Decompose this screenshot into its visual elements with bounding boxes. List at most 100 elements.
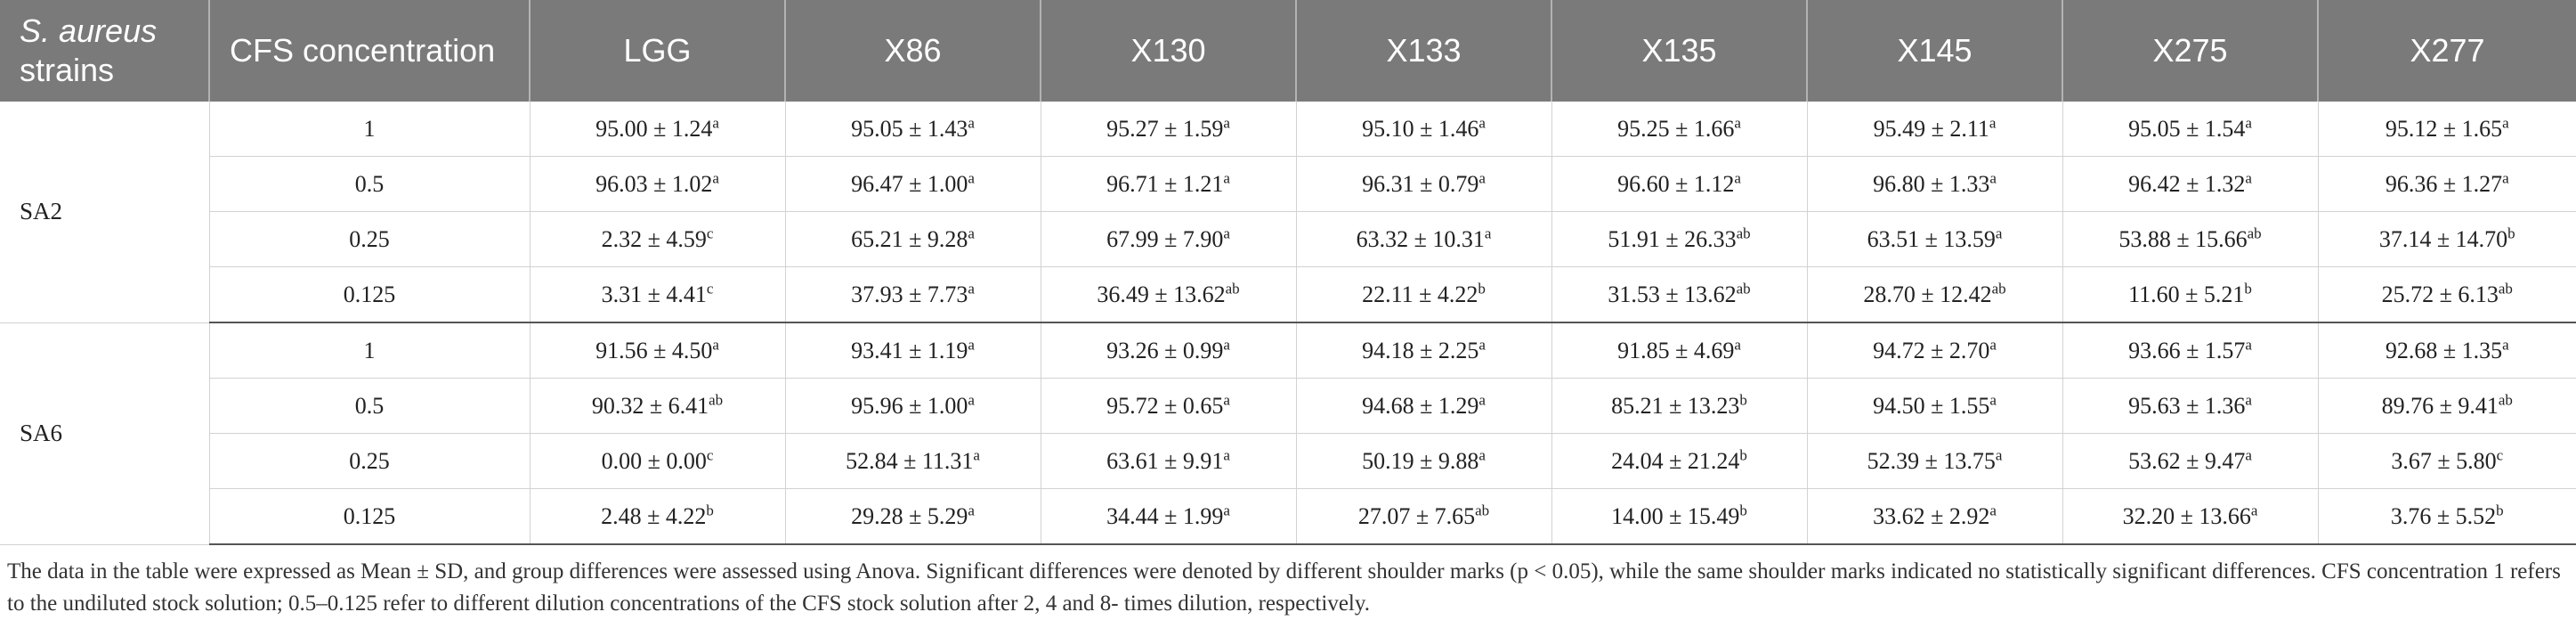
table-row: 0.125 2.48 ± 4.22b 29.28 ± 5.29a 34.44 ± 1.… [0,488,2576,545]
mean-sd-value: 11.60 ± 5.21 [2128,281,2245,307]
significance-mark: b [1739,501,1747,518]
significance-mark: a [1223,168,1230,186]
mean-sd-value: 2.48 ± 4.22 [601,502,707,529]
value-cell: 3.31 ± 4.41c [530,266,786,323]
value-cell: 94.72 ± 2.70a [1807,322,2063,379]
mean-sd-value: 67.99 ± 7.90 [1106,225,1224,252]
value-cell: 95.10 ± 1.46a [1296,102,1552,157]
value-cell: 63.32 ± 10.31a [1296,211,1552,267]
mean-sd-value: 85.21 ± 13.23 [1611,392,1740,419]
concentration-cell: 0.5 [209,378,531,434]
value-cell: 91.85 ± 4.69a [1551,322,1808,379]
mean-sd-value: 63.51 ± 13.59 [1867,225,1996,252]
significance-mark: a [1223,390,1230,408]
significance-mark: c [706,445,714,463]
mean-sd-value: 50.19 ± 9.88 [1362,447,1479,474]
mean-sd-value: 95.10 ± 1.46 [1362,115,1479,142]
value-cell: 95.63 ± 1.36a [2062,378,2319,434]
value-cell: 37.14 ± 14.70b [2318,211,2576,267]
significance-mark: b [2507,224,2515,241]
strain-cell: SA2 [0,102,210,323]
mean-sd-value: 25.72 ± 6.13 [2381,281,2499,307]
mean-sd-value: 96.42 ± 1.32 [2128,170,2246,197]
mean-sd-value: 95.27 ± 1.59 [1106,115,1224,142]
significance-mark: a [2245,445,2252,463]
value-cell: 24.04 ± 21.24b [1551,433,1808,489]
value-cell: 53.62 ± 9.47a [2062,433,2319,489]
value-cell: 0.00 ± 0.00c [530,433,786,489]
mean-sd-value: 92.68 ± 1.35 [2385,337,2503,363]
value-cell: 95.96 ± 1.00a [785,378,1041,434]
significance-mark: a [973,445,980,463]
significance-mark: b [1478,279,1486,297]
significance-mark: a [2245,390,2252,408]
significance-mark: a [1223,224,1230,241]
value-cell: 52.39 ± 13.75a [1807,433,2063,489]
table-row: SA6 1 91.56 ± 4.50a 93.41 ± 1.19a 93.26 ± 0.… [0,322,2576,545]
value-cell: 93.26 ± 0.99a [1041,322,1297,379]
value-cell: 95.72 ± 0.65a [1041,378,1297,434]
mean-sd-value: 95.49 ± 2.11 [1873,115,1989,142]
table-footnote: The data in the table were expressed as … [7,559,2561,616]
value-cell: 25.72 ± 6.13ab [2318,266,2576,323]
table-row: 0.5 96.03 ± 1.02a 96.47 ± 1.00a 96.71 ± 1.2… [0,156,2576,212]
concentration-cell: 0.125 [209,266,531,323]
significance-mark: a [712,168,719,186]
mean-sd-value: 0.00 ± 0.00 [601,447,707,474]
value-cell: 14.00 ± 15.49b [1551,488,1808,545]
mean-sd-value: 3.67 ± 5.80 [2391,447,2497,474]
significance-mark: a [1989,390,1997,408]
value-cell: 95.00 ± 1.24a [530,102,786,157]
significance-mark: b [2244,279,2252,297]
header-row: S. aureus strains CFS concentration LGG X… [0,0,2576,102]
value-cell: 96.31 ± 0.79a [1296,156,1552,212]
value-cell: 95.25 ± 1.66a [1551,102,1808,157]
significance-mark: a [968,335,975,353]
header-lgg: LGG [530,0,786,102]
value-cell: 96.03 ± 1.02a [530,156,786,212]
significance-mark: a [1995,224,2003,241]
value-cell: 32.20 ± 13.66a [2062,488,2319,545]
significance-mark: a [1734,168,1741,186]
mean-sd-value: 93.41 ± 1.19 [851,337,968,363]
significance-mark: a [1478,168,1486,186]
mean-sd-value: 93.66 ± 1.57 [2128,337,2246,363]
value-cell: 93.66 ± 1.57a [2062,322,2319,379]
mean-sd-value: 52.39 ± 13.75 [1867,447,1996,474]
strain-cell: SA6 [0,322,210,545]
value-cell: 67.99 ± 7.90a [1041,211,1297,267]
mean-sd-value: 95.96 ± 1.00 [851,392,968,419]
results-table: S. aureus strains CFS concentration LGG X… [0,0,2576,545]
significance-mark: a [1989,113,1997,131]
significance-mark: a [968,279,975,297]
significance-mark: a [1478,335,1486,353]
mean-sd-value: 31.53 ± 13.62 [1608,281,1737,307]
mean-sd-value: 33.62 ± 2.92 [1873,502,1990,529]
significance-mark: b [1739,390,1747,408]
value-cell: 95.05 ± 1.43a [785,102,1041,157]
mean-sd-value: 95.63 ± 1.36 [2128,392,2246,419]
mean-sd-value: 91.85 ± 4.69 [1617,337,1735,363]
mean-sd-value: 95.05 ± 1.54 [2128,115,2246,142]
significance-mark: b [2496,501,2504,518]
value-cell: 93.41 ± 1.19a [785,322,1041,379]
mean-sd-value: 14.00 ± 15.49 [1611,502,1740,529]
mean-sd-value: 53.88 ± 15.66 [2118,225,2248,252]
mean-sd-value: 96.80 ± 1.33 [1873,170,1990,197]
significance-mark: b [706,501,714,518]
significance-mark: ab [2498,279,2513,297]
table-row: 0.125 3.31 ± 4.41c 37.93 ± 7.73a 36.49 ± 13… [0,266,2576,323]
mean-sd-value: 96.60 ± 1.12 [1617,170,1735,197]
significance-mark: ab [1475,501,1490,518]
value-cell: 91.56 ± 4.50a [530,322,786,379]
mean-sd-value: 63.61 ± 9.91 [1106,447,1224,474]
significance-mark: a [968,390,975,408]
value-cell: 96.80 ± 1.33a [1807,156,2063,212]
value-cell: 2.48 ± 4.22b [530,488,786,545]
significance-mark: a [712,335,719,353]
value-cell: 29.28 ± 5.29a [785,488,1041,545]
mean-sd-value: 96.03 ± 1.02 [595,170,713,197]
value-cell: 94.68 ± 1.29a [1296,378,1552,434]
value-cell: 63.61 ± 9.91a [1041,433,1297,489]
mean-sd-value: 95.12 ± 1.65 [2385,115,2503,142]
